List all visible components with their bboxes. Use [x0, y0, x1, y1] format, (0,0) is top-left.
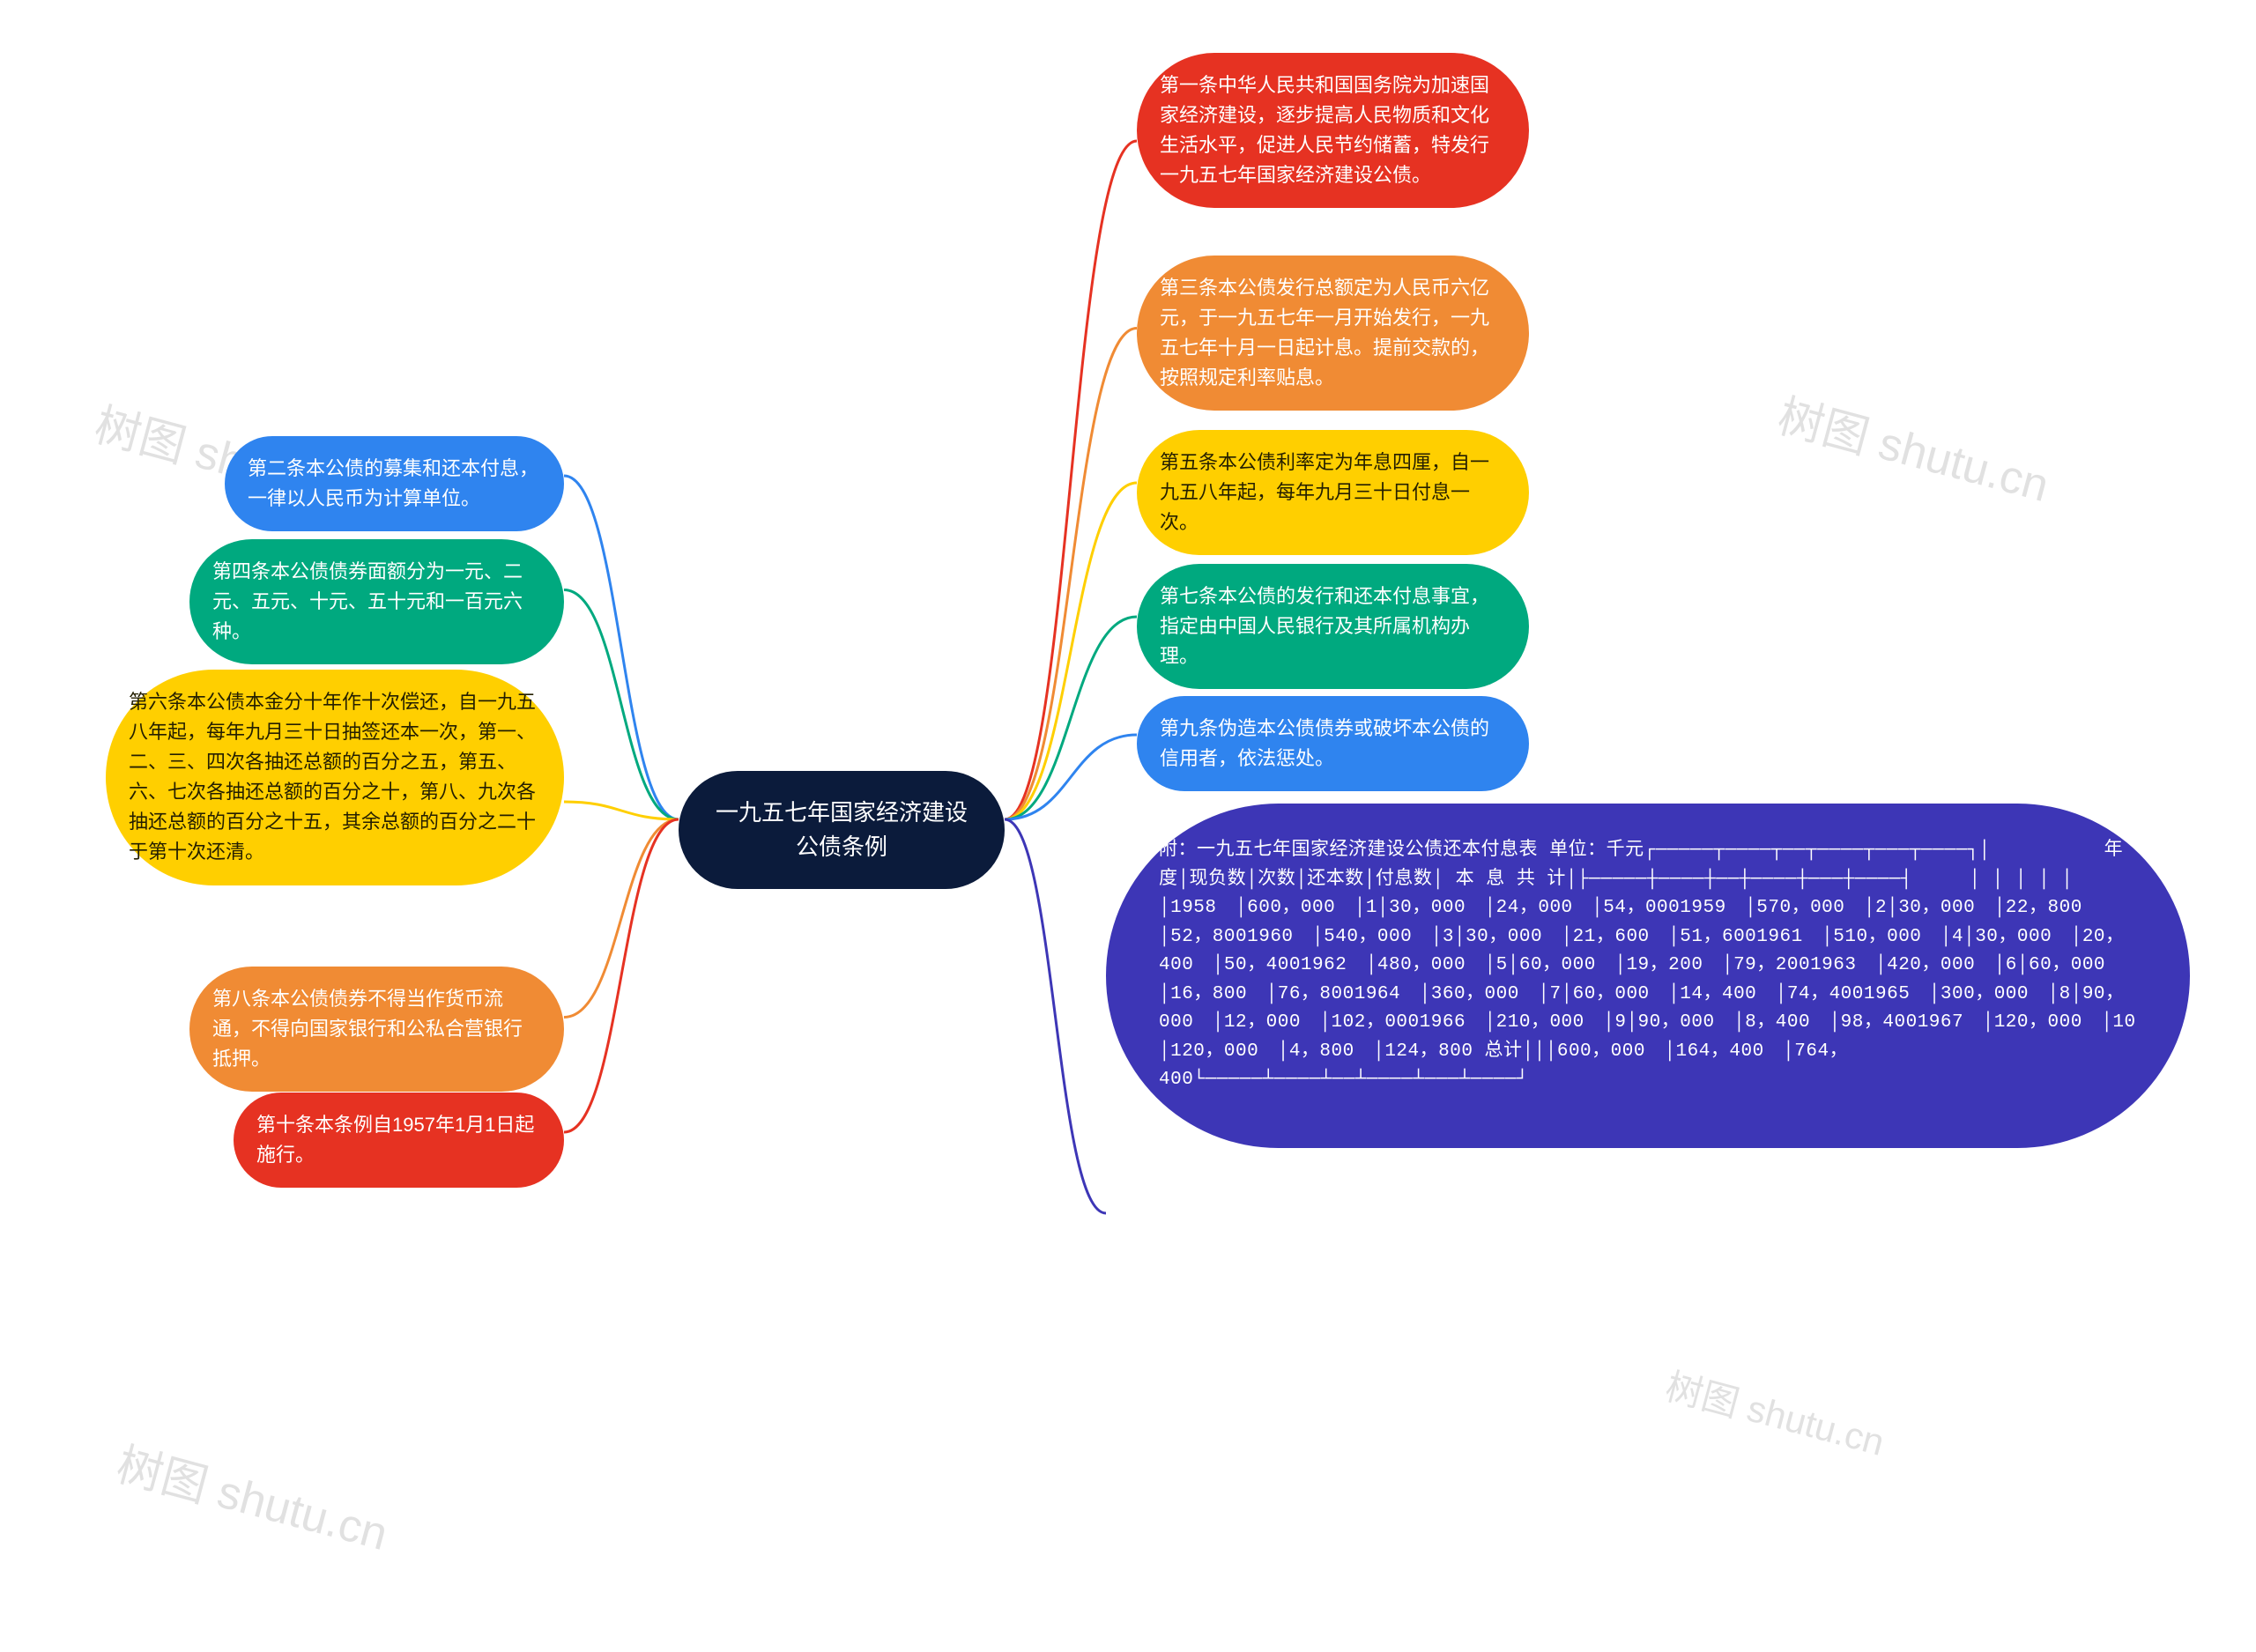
connector-l3 — [564, 802, 679, 819]
connector-l5 — [564, 819, 679, 1132]
branch-l5: 第十条本条例自1957年1月1日起施行。 — [234, 1093, 564, 1188]
connector-l1 — [564, 476, 679, 819]
connector-r5 — [1005, 735, 1137, 819]
branch-r3: 第五条本公债利率定为年息四厘，自一九五八年起，每年九月三十日付息一次。 — [1137, 430, 1529, 555]
branch-r2: 第三条本公债发行总额定为人民币六亿元，于一九五七年一月开始发行，一九五七年十月一… — [1137, 256, 1529, 411]
central-topic: 一九五七年国家经济建设 公债条例 — [679, 771, 1005, 889]
connector-r3 — [1005, 483, 1137, 819]
branch-r5: 第九条伪造本公债债券或破坏本公债的信用者，依法惩处。 — [1137, 696, 1529, 791]
watermark: 树图 shutu.cn — [111, 1427, 397, 1563]
connector-r1 — [1005, 141, 1137, 819]
connector-l2 — [564, 590, 679, 820]
branch-l2: 第四条本公债债券面额分为一元、二元、五元、十元、五十元和一百元六种。 — [189, 539, 564, 664]
branch-r6: 附：一九五七年国家经济建设公债还本付息表 单位：千元┌─────┬────┬──… — [1106, 804, 2190, 1148]
connector-l4 — [564, 819, 679, 1018]
connector-r6 — [1005, 819, 1106, 1213]
branch-l4: 第八条本公债债券不得当作货币流通，不得向国家银行和公私合营银行抵押。 — [189, 967, 564, 1092]
branch-r1: 第一条中华人民共和国国务院为加速国家经济建设，逐步提高人民物质和文化生活水平，促… — [1137, 53, 1529, 208]
connector-r2 — [1005, 329, 1137, 820]
branch-l3: 第六条本公债本金分十年作十次偿还，自一九五八年起，每年九月三十日抽签还本一次，第… — [106, 670, 564, 885]
watermark: 树图 shutu.cn — [1772, 379, 2058, 515]
branch-l1: 第二条本公债的募集和还本付息，一律以人民币为计算单位。 — [225, 436, 564, 531]
central-topic-line1: 一九五七年国家经济建设 — [716, 796, 968, 830]
branch-r4: 第七条本公债的发行和还本付息事宜，指定由中国人民银行及其所属机构办理。 — [1137, 564, 1529, 689]
central-topic-line2: 公债条例 — [716, 830, 968, 864]
watermark: 树图 shutu.cn — [1660, 1357, 1891, 1467]
connector-r4 — [1005, 617, 1137, 819]
